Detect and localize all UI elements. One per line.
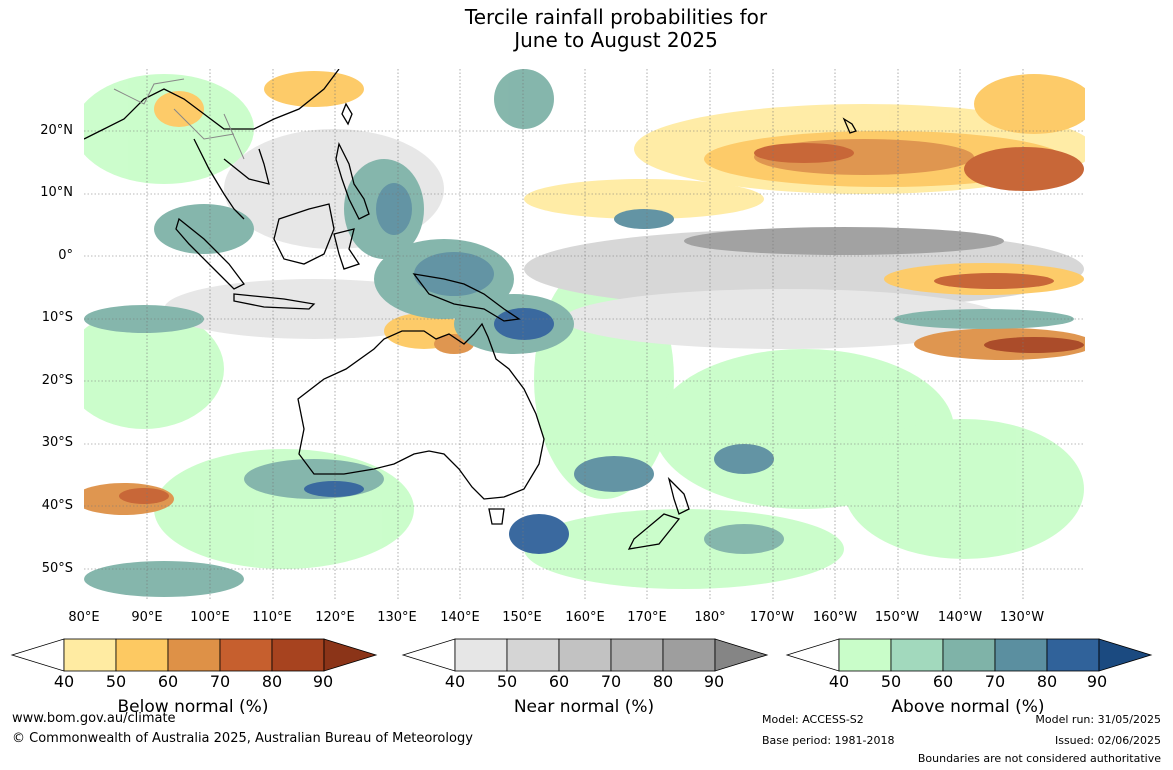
above-tick-80: 80 [1036,672,1058,691]
base-period-text: Base period: 1981-2018 [762,734,895,747]
lon-label-150w: 150°W [874,610,920,625]
lat-label-40s: 40°S [41,498,73,513]
lon-label-160w: 160°W [812,610,858,625]
lon-label-140e: 140°E [440,610,480,625]
lon-label-160e: 160°E [565,610,605,625]
lon-label-130w: 130°W [999,610,1045,625]
lon-label-90e: 90°E [131,610,163,625]
probability-map [84,69,1085,600]
colorbar-near-label: Near normal (%) [513,697,655,717]
colorbar-above-segment-4 [994,638,1048,672]
below-tick-50: 50 [105,672,127,691]
java-coastline [233,293,316,310]
below-tick-60: 60 [157,672,179,691]
lat-label-10n: 10°N [40,185,73,200]
lon-label-120e: 120°E [315,610,355,625]
near-tick-60: 60 [548,672,570,691]
disclaimer-text: Boundaries are not considered authoritat… [917,752,1161,765]
above-tick-70: 70 [984,672,1006,691]
lon-label-100e: 100°E [190,610,230,625]
probability-field [84,69,1085,597]
above-tick-60: 60 [932,672,954,691]
copyright-text: © Commonwealth of Australia 2025, Austra… [12,731,473,746]
lon-label-170e: 170°E [627,610,667,625]
colorbar-below-segment-3 [167,638,221,672]
model-run-text: Model run: 31/05/2025 [1035,713,1161,726]
colorbar-above-segment-3 [942,638,996,672]
lat-label-10s: 10°S [41,310,73,325]
above-tick-40: 40 [828,672,850,691]
near-tick-70: 70 [600,672,622,691]
colorbar-below-segment-4 [219,638,273,672]
colorbar-above-segment-0 [785,638,840,672]
colorbar-above-label: Above normal (%) [891,697,1045,717]
colorbar-near-segment-3 [558,638,612,672]
lon-label-80e: 80°E [68,610,100,625]
borneo-coastline [273,203,335,265]
colorbar-above-segment-5 [1046,638,1100,672]
philippines-coastline [335,142,370,220]
coastlines [84,69,857,550]
colorbar-near-segment-6 [714,638,769,672]
near-tick-40: 40 [444,672,466,691]
model-text: Model: ACCESS-S2 [762,713,864,726]
below-tick-80: 80 [261,672,283,691]
near-tick-90: 90 [703,672,725,691]
lon-label-170w: 170°W [749,610,795,625]
tasmania-coastline [488,508,505,525]
colorbar-below-segment-1 [63,638,117,672]
graticule [84,69,1085,600]
lon-label-110e: 110°E [252,610,292,625]
colorbar-below-segment-5 [271,638,325,672]
colorbar-above-segment-2 [890,638,944,672]
new-zealand-coastline [627,476,690,550]
title-line-1: Tercile rainfall probabilities for [464,5,768,29]
lon-label-130e: 130°E [377,610,417,625]
new-guinea-coastline [412,273,521,322]
colorbar-below-label: Below normal (%) [117,697,269,717]
above-tick-90: 90 [1086,672,1108,691]
below-tick-90: 90 [312,672,334,691]
hawaii-coastline [842,117,857,134]
website-link[interactable]: www.bom.gov.au/climate [12,711,176,726]
lat-label-20s: 20°S [41,373,73,388]
above-tick-50: 50 [880,672,902,691]
issued-text: Issued: 02/06/2025 [1054,734,1161,747]
near-tick-80: 80 [652,672,674,691]
colorbar-near-segment-0 [401,638,456,672]
colorbar-near-segment-2 [506,638,560,672]
title-line-2: June to August 2025 [514,28,718,52]
map-title: Tercile rainfall probabilities for June … [0,6,1173,52]
colorbar-near-segment-5 [662,638,716,672]
lat-label-30s: 30°S [41,435,73,450]
sumatra-coastline [175,217,245,290]
colorbar-below-segment-6 [323,638,378,672]
near-tick-50: 50 [496,672,518,691]
colorbar-above-segment-1 [838,638,892,672]
lon-label-150e: 150°E [502,610,542,625]
se-asia-coastline [84,69,340,220]
australia-coastline [297,322,545,500]
below-tick-40: 40 [53,672,75,691]
taiwan-coastline [341,102,353,126]
lat-label-20n: 20°N [40,123,73,138]
colorbar-above-normal [785,638,1153,672]
sulawesi-coastline [333,228,361,270]
lon-label-180: 180° [694,610,726,625]
lon-label-140w: 140°W [937,610,983,625]
colorbar-near-segment-1 [454,638,508,672]
colorbar-above-segment-6 [1098,638,1153,672]
colorbar-near-normal [401,638,769,672]
colorbar-below-segment-2 [115,638,169,672]
colorbar-near-segment-4 [610,638,664,672]
colorbar-below-segment-0 [10,638,65,672]
lat-label-0: 0° [58,248,73,263]
lat-label-50s: 50°S [41,561,73,576]
colorbar-below-normal [10,638,378,672]
country-borders [113,78,245,160]
below-tick-70: 70 [209,672,231,691]
